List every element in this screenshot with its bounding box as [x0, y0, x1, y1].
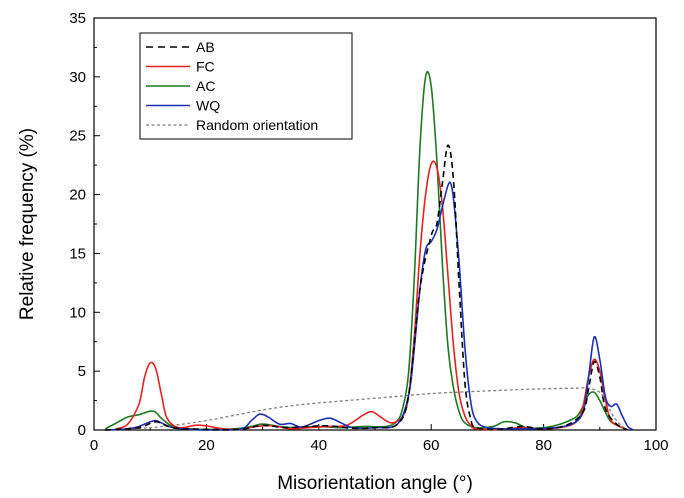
x-axis-title: Misorientation angle (°)	[277, 473, 473, 494]
series-line-wq	[105, 181, 634, 431]
legend-label: WQ	[196, 98, 220, 114]
legend-label: FC	[196, 59, 215, 75]
x-tick-label: 0	[90, 437, 98, 454]
legend: AB FC AC WQ Random orientation	[139, 32, 353, 140]
x-tick-label: 20	[198, 437, 215, 454]
y-tick-label: 25	[69, 128, 86, 145]
x-tick-label: 80	[535, 437, 552, 454]
series-line-random-orientation	[105, 387, 629, 431]
series-line-fc	[116, 160, 629, 431]
ticks: 0 20 40 60 80 100 0 5 10 15 20 25 30 35	[69, 10, 668, 454]
y-tick-label: 20	[69, 187, 86, 204]
y-tick-label: 35	[69, 10, 86, 27]
legend-label: AC	[196, 78, 215, 94]
series-line-ab	[105, 144, 629, 431]
x-tick-label: 60	[423, 437, 440, 454]
y-axis-title: Relative frequency (%)	[17, 128, 38, 320]
x-tick-label: 100	[643, 437, 668, 454]
legend-label: AB	[196, 39, 215, 55]
y-tick-label: 10	[69, 304, 86, 321]
y-tick-label: 30	[69, 69, 86, 86]
y-tick-label: 5	[78, 363, 86, 380]
y-tick-label: 0	[78, 422, 86, 439]
series-layer	[104, 70, 634, 431]
y-tick-label: 15	[69, 245, 86, 262]
x-tick-label: 40	[310, 437, 327, 454]
legend-label: Random orientation	[196, 117, 318, 133]
